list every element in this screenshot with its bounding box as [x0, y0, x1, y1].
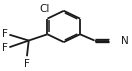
Text: F: F: [2, 29, 8, 39]
Text: Cl: Cl: [40, 4, 50, 14]
Text: F: F: [24, 59, 30, 69]
Text: N: N: [121, 36, 129, 46]
Text: F: F: [2, 43, 8, 53]
